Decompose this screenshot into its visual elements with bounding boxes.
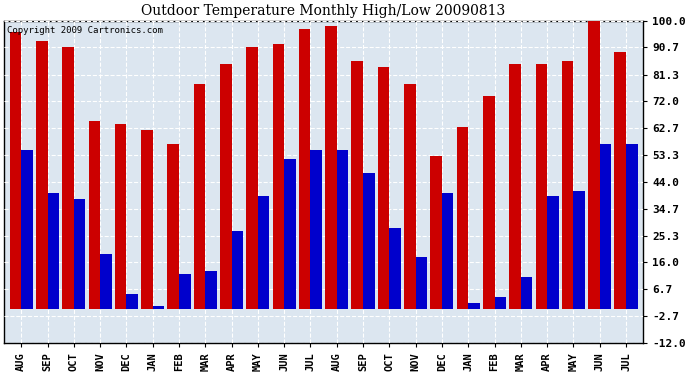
- Bar: [232, 231, 243, 309]
- Bar: [62, 46, 74, 309]
- Bar: [614, 53, 626, 309]
- Bar: [415, 257, 427, 309]
- Bar: [535, 64, 547, 309]
- Bar: [21, 150, 33, 309]
- Bar: [48, 194, 59, 309]
- Bar: [220, 64, 232, 309]
- Bar: [168, 144, 179, 309]
- Bar: [457, 127, 469, 309]
- Title: Outdoor Temperature Monthly High/Low 20090813: Outdoor Temperature Monthly High/Low 200…: [141, 4, 506, 18]
- Bar: [351, 61, 363, 309]
- Bar: [273, 44, 284, 309]
- Bar: [299, 29, 310, 309]
- Bar: [377, 67, 389, 309]
- Bar: [284, 159, 296, 309]
- Bar: [310, 150, 322, 309]
- Bar: [626, 144, 638, 309]
- Bar: [36, 41, 48, 309]
- Bar: [483, 96, 495, 309]
- Bar: [547, 196, 559, 309]
- Bar: [521, 277, 533, 309]
- Bar: [141, 130, 152, 309]
- Bar: [258, 196, 270, 309]
- Text: Copyright 2009 Cartronics.com: Copyright 2009 Cartronics.com: [8, 26, 164, 34]
- Bar: [115, 124, 126, 309]
- Bar: [404, 84, 415, 309]
- Bar: [431, 156, 442, 309]
- Bar: [194, 84, 206, 309]
- Bar: [206, 271, 217, 309]
- Bar: [126, 294, 138, 309]
- Bar: [509, 64, 521, 309]
- Bar: [389, 228, 401, 309]
- Bar: [88, 122, 100, 309]
- Bar: [74, 199, 86, 309]
- Bar: [469, 303, 480, 309]
- Bar: [573, 190, 585, 309]
- Bar: [246, 46, 258, 309]
- Bar: [600, 144, 611, 309]
- Bar: [588, 18, 600, 309]
- Bar: [495, 297, 506, 309]
- Bar: [363, 173, 375, 309]
- Bar: [325, 27, 337, 309]
- Bar: [442, 194, 453, 309]
- Bar: [100, 254, 112, 309]
- Bar: [10, 32, 21, 309]
- Bar: [562, 61, 573, 309]
- Bar: [152, 306, 164, 309]
- Bar: [179, 274, 190, 309]
- Bar: [337, 150, 348, 309]
